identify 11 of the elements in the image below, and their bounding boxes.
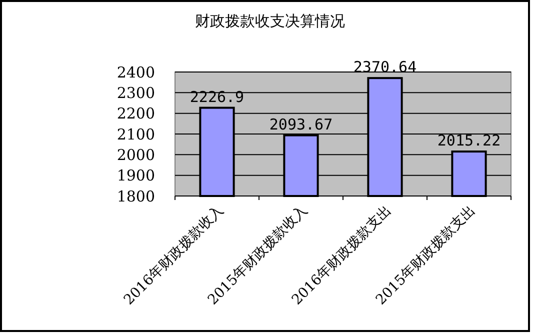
y-tick-label: 2100: [116, 125, 155, 144]
y-tick-label: 2300: [116, 84, 155, 102]
y-tick-label: 2200: [116, 104, 155, 123]
y-tick-label: 2000: [116, 146, 155, 164]
data-label: 2015.22: [437, 132, 501, 150]
data-label: 2093.67: [269, 115, 333, 134]
y-tick-label: 1900: [116, 166, 155, 185]
chart-title: 财政拨款收支决算情况: [195, 12, 345, 30]
y-tick-label: 2400: [116, 63, 155, 82]
y-tick-label: 1800: [116, 187, 155, 206]
data-label: 2226.9: [190, 88, 244, 106]
